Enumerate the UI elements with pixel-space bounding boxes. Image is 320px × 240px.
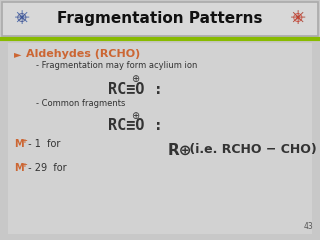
- FancyBboxPatch shape: [2, 2, 318, 36]
- Text: R⊕: R⊕: [168, 143, 193, 157]
- Text: ►: ►: [14, 49, 21, 59]
- Text: ⊕: ⊕: [131, 74, 139, 84]
- Text: M: M: [14, 139, 24, 149]
- FancyBboxPatch shape: [8, 43, 312, 234]
- Text: RC≡O :: RC≡O :: [108, 82, 162, 96]
- Text: Fragmentation Patterns: Fragmentation Patterns: [57, 11, 263, 25]
- Text: ⊕: ⊕: [131, 111, 139, 121]
- Text: - 29  for: - 29 for: [25, 163, 67, 173]
- Text: - 1  for: - 1 for: [25, 139, 60, 149]
- Text: M: M: [14, 163, 24, 173]
- Text: ✳: ✳: [14, 8, 30, 28]
- Text: - Fragmentation may form acylium ion: - Fragmentation may form acylium ion: [36, 61, 197, 71]
- Text: ✳: ✳: [290, 8, 306, 28]
- Text: Aldehydes (RCHO): Aldehydes (RCHO): [26, 49, 140, 59]
- Text: ⊗: ⊗: [16, 11, 28, 25]
- Text: +: +: [21, 138, 27, 144]
- Text: (i.e. RCHO − CHO): (i.e. RCHO − CHO): [185, 144, 317, 156]
- Text: - Common fragments: - Common fragments: [36, 98, 125, 108]
- Text: RC≡O :: RC≡O :: [108, 119, 162, 133]
- Text: ⊗: ⊗: [292, 11, 304, 25]
- Text: 43: 43: [303, 222, 313, 231]
- Text: +: +: [21, 162, 27, 168]
